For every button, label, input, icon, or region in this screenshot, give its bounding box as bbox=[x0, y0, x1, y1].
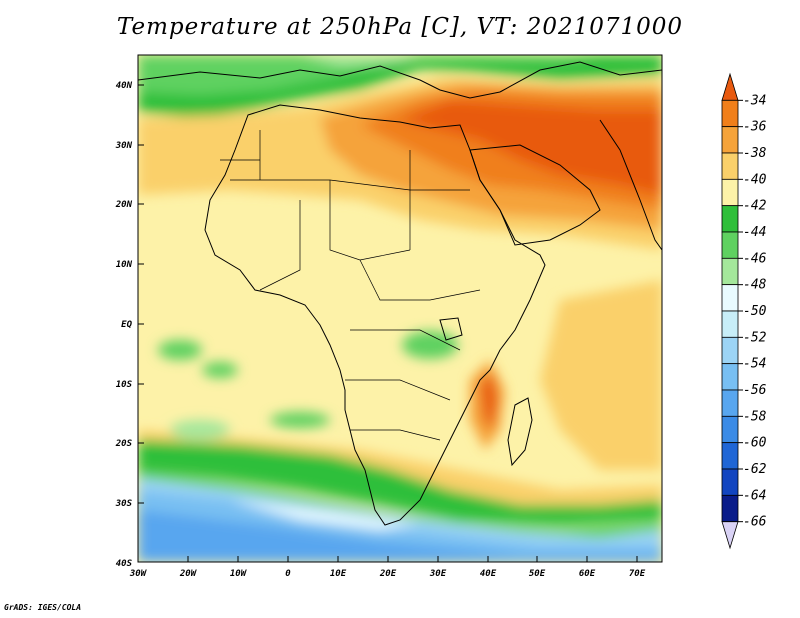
lon-tick-label: 0 bbox=[285, 569, 291, 579]
colorbar-swatch bbox=[721, 521, 739, 550]
colorbar-swatch bbox=[721, 126, 739, 154]
lon-tick-label: 10E bbox=[330, 569, 347, 579]
colorbar-label: -60 bbox=[743, 436, 767, 451]
lon-tick-label: 30W bbox=[129, 569, 148, 579]
colorbar-label: -56 bbox=[743, 383, 767, 398]
lat-tick-label: EQ bbox=[121, 320, 132, 330]
colorbar-swatch bbox=[721, 205, 739, 233]
colorbar-swatch bbox=[721, 99, 739, 128]
lon-tick-label: 20W bbox=[179, 569, 198, 579]
colorbar-swatch bbox=[721, 284, 739, 312]
colorbar-swatch bbox=[721, 257, 739, 286]
lat-axis: 40N 30N 20N 10N EQ 10S 20S 30S 40S bbox=[115, 81, 144, 569]
lon-tick-label: 60E bbox=[579, 569, 596, 579]
lon-tick-label: 40E bbox=[480, 569, 497, 579]
lat-tick-label: 40N bbox=[116, 81, 133, 91]
colorbar-label: -40 bbox=[743, 172, 767, 187]
map-title: Temperature at 250hPa [C], VT: 202107100… bbox=[116, 14, 684, 40]
colorbar-label: -50 bbox=[743, 304, 767, 319]
lon-tick-label: 50E bbox=[529, 569, 546, 579]
colorbar-swatch bbox=[721, 310, 739, 338]
colorbar-swatch bbox=[721, 152, 739, 180]
colorbar-swatch bbox=[721, 494, 739, 523]
lat-tick-label: 40S bbox=[116, 559, 133, 569]
colorbar-label: -54 bbox=[743, 357, 766, 372]
colorbar-label: -66 bbox=[743, 515, 767, 530]
colorbar-label: -64 bbox=[743, 488, 766, 503]
colorbar-label: -62 bbox=[743, 462, 767, 477]
colorbar-label: -34 bbox=[743, 93, 766, 108]
lon-tick-label: 10W bbox=[230, 569, 248, 579]
lat-tick-label: 10N bbox=[116, 260, 133, 270]
lat-tick-label: 20N bbox=[115, 200, 133, 210]
lat-tick-label: 30N bbox=[115, 141, 133, 151]
grads-credit: GrADS: IGES/COLA bbox=[4, 603, 82, 612]
colorbar-swatch bbox=[721, 72, 739, 101]
lon-tick-label: 30E bbox=[429, 569, 447, 579]
colorbar-swatch bbox=[721, 468, 739, 496]
colorbar-label: -46 bbox=[743, 251, 767, 266]
colorbar-label: -58 bbox=[743, 409, 767, 424]
country-borders bbox=[220, 130, 481, 441]
temperature-field bbox=[138, 55, 662, 562]
lon-tick-label: 20E bbox=[379, 569, 397, 579]
colorbar-swatch bbox=[721, 363, 739, 391]
colorbar-swatch bbox=[721, 442, 739, 470]
lon-axis: 30W 20W 10W 0 10E 20E 30E 40E 50E 60E 70… bbox=[129, 556, 646, 579]
colorbar: -34 -36 -38 -40 -42 -44 -46 -48 -50 -52 -54 -56 -58 -… bbox=[721, 72, 767, 550]
colorbar-swatch bbox=[721, 389, 739, 417]
lat-tick-label: 10S bbox=[116, 380, 133, 390]
colorbar-label: -48 bbox=[743, 278, 767, 293]
coastlines bbox=[138, 61, 662, 526]
colorbar-swatch bbox=[721, 336, 739, 365]
colorbar-label: -44 bbox=[743, 225, 766, 240]
lat-tick-label: 20S bbox=[115, 439, 133, 449]
colorbar-swatch bbox=[721, 178, 739, 207]
colorbar-swatch bbox=[721, 231, 739, 259]
colorbar-label: -38 bbox=[743, 146, 767, 161]
plot-frame bbox=[137, 54, 663, 563]
colorbar-swatch bbox=[721, 415, 739, 444]
lon-tick-label: 70E bbox=[629, 569, 646, 579]
colorbar-label: -36 bbox=[743, 120, 767, 135]
colorbar-label: -52 bbox=[743, 330, 767, 345]
lat-tick-label: 30S bbox=[115, 499, 133, 509]
colorbar-label: -42 bbox=[743, 199, 767, 214]
